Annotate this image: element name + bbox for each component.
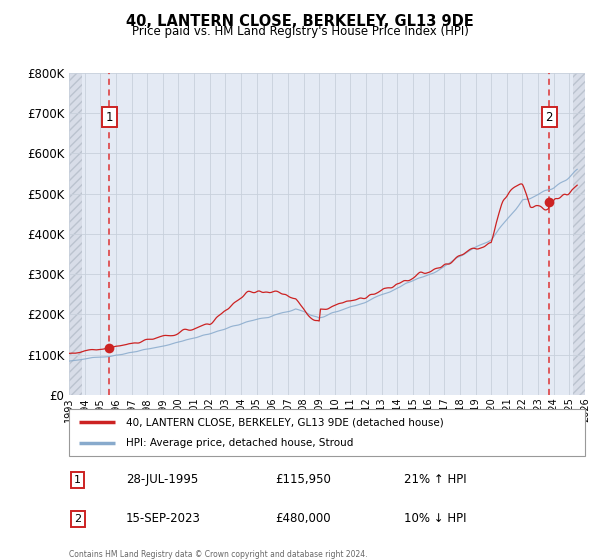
Text: Contains HM Land Registry data © Crown copyright and database right 2024.
This d: Contains HM Land Registry data © Crown c… xyxy=(69,550,367,560)
Text: 40, LANTERN CLOSE, BERKELEY, GL13 9DE (detached house): 40, LANTERN CLOSE, BERKELEY, GL13 9DE (d… xyxy=(126,417,443,427)
Bar xyxy=(573,73,585,395)
Text: 15-SEP-2023: 15-SEP-2023 xyxy=(126,512,200,525)
Bar xyxy=(69,73,82,395)
Text: 2: 2 xyxy=(74,514,81,524)
Text: 1: 1 xyxy=(106,110,113,124)
Text: 1: 1 xyxy=(74,475,81,485)
Text: £480,000: £480,000 xyxy=(275,512,331,525)
Bar xyxy=(573,73,585,395)
Text: 40, LANTERN CLOSE, BERKELEY, GL13 9DE: 40, LANTERN CLOSE, BERKELEY, GL13 9DE xyxy=(126,14,474,29)
Bar xyxy=(69,73,82,395)
Text: Price paid vs. HM Land Registry's House Price Index (HPI): Price paid vs. HM Land Registry's House … xyxy=(131,25,469,38)
Text: HPI: Average price, detached house, Stroud: HPI: Average price, detached house, Stro… xyxy=(126,438,353,448)
Text: 21% ↑ HPI: 21% ↑ HPI xyxy=(404,473,467,487)
Text: 2: 2 xyxy=(545,110,553,124)
Text: £115,950: £115,950 xyxy=(275,473,331,487)
FancyBboxPatch shape xyxy=(69,409,585,456)
Text: 28-JUL-1995: 28-JUL-1995 xyxy=(126,473,198,487)
Text: 10% ↓ HPI: 10% ↓ HPI xyxy=(404,512,467,525)
